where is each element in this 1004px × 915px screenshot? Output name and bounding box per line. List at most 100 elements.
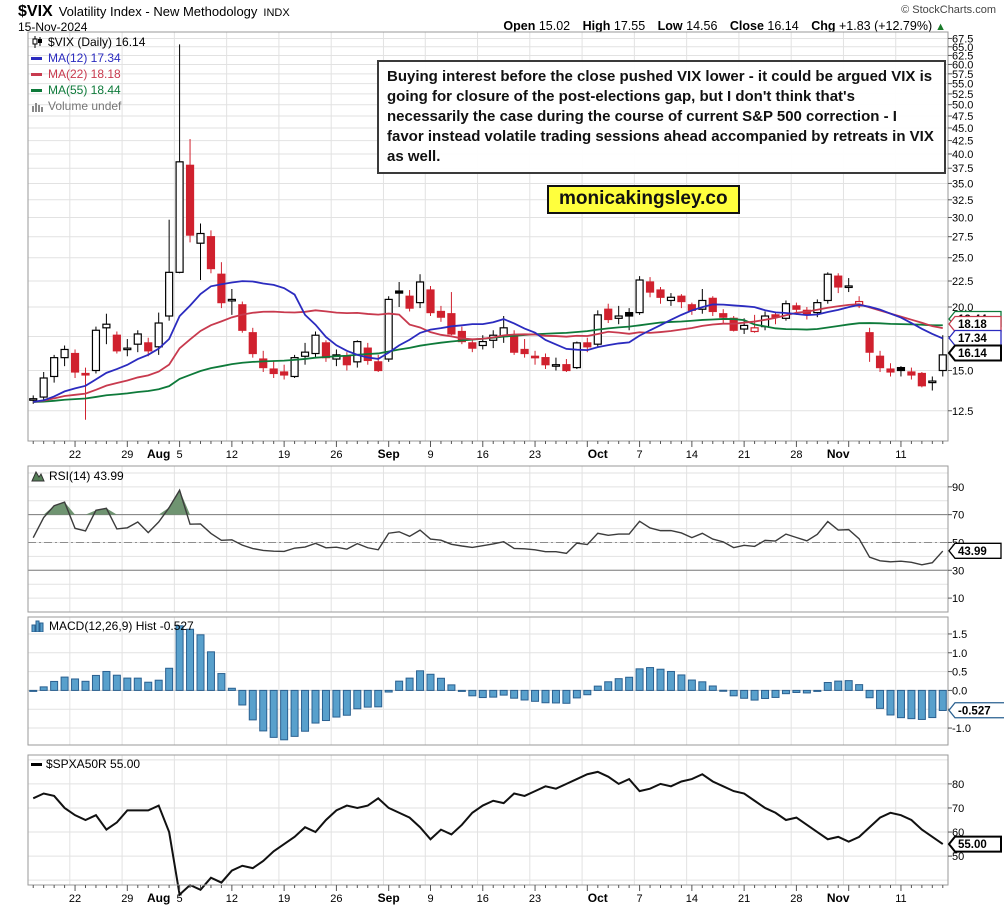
spxa50r-line-icon bbox=[31, 762, 42, 766]
svg-text:11: 11 bbox=[895, 449, 906, 461]
chart-header: $VIX Volatility Index - New Methodology IN… bbox=[18, 3, 290, 21]
svg-text:65.0: 65.0 bbox=[952, 42, 973, 54]
ma22-line-icon bbox=[31, 72, 45, 76]
svg-text:62.5: 62.5 bbox=[952, 50, 973, 62]
macd-legend-label: MACD(12,26,9) Hist -0.527 bbox=[49, 619, 194, 633]
svg-text:43.99: 43.99 bbox=[958, 546, 987, 558]
ma55-legend-label: MA(55) 18.44 bbox=[48, 83, 121, 97]
svg-text:-0.527: -0.527 bbox=[958, 705, 991, 717]
svg-text:30: 30 bbox=[952, 565, 964, 577]
svg-text:67.5: 67.5 bbox=[952, 33, 973, 45]
svg-text:15.0: 15.0 bbox=[952, 366, 973, 378]
svg-text:1.5: 1.5 bbox=[952, 629, 967, 641]
svg-text:7: 7 bbox=[637, 893, 643, 905]
ma55-line-icon bbox=[31, 88, 45, 92]
svg-text:10: 10 bbox=[952, 593, 964, 605]
high-value: 17.55 bbox=[613, 19, 646, 33]
macd-legend: MACD(12,26,9) Hist -0.527 bbox=[31, 619, 194, 633]
svg-text:70: 70 bbox=[952, 510, 964, 522]
svg-text:28: 28 bbox=[790, 449, 802, 461]
svg-text:Oct: Oct bbox=[588, 891, 608, 905]
svg-text:11: 11 bbox=[895, 893, 906, 905]
up-arrow-icon: ▲ bbox=[935, 21, 946, 33]
svg-text:30.0: 30.0 bbox=[952, 212, 973, 224]
svg-text:16: 16 bbox=[477, 893, 489, 905]
svg-text:55.0: 55.0 bbox=[952, 79, 973, 91]
page-title: Volatility Index - New Methodology bbox=[58, 4, 258, 19]
ma12-legend-label: MA(12) 17.34 bbox=[48, 51, 121, 65]
svg-text:5: 5 bbox=[177, 449, 183, 461]
analysis-annotation-box: Buying interest before the close pushed … bbox=[377, 60, 946, 175]
svg-text:Aug: Aug bbox=[147, 447, 170, 461]
svg-text:12.5: 12.5 bbox=[952, 406, 973, 418]
svg-text:40.0: 40.0 bbox=[952, 149, 973, 161]
low-value: 14.56 bbox=[686, 19, 718, 33]
svg-text:57.5: 57.5 bbox=[952, 69, 973, 81]
volume-legend-label: Volume undef bbox=[48, 99, 122, 113]
svg-text:Nov: Nov bbox=[827, 891, 850, 905]
svg-text:37.5: 37.5 bbox=[952, 163, 973, 175]
stockcharts-credit: © StockCharts.com bbox=[901, 4, 996, 16]
svg-text:16: 16 bbox=[477, 449, 489, 461]
svg-text:14: 14 bbox=[686, 893, 698, 905]
svg-text:29: 29 bbox=[121, 893, 133, 905]
chart-date: 15-Nov-2024 bbox=[18, 20, 88, 34]
svg-text:21: 21 bbox=[738, 893, 750, 905]
svg-text:50: 50 bbox=[952, 851, 964, 863]
spxa50r-legend-label: $SPXA50R 55.00 bbox=[46, 757, 141, 771]
open-label: Open bbox=[503, 19, 536, 33]
macd-panel: -1.0-0.50.00.51.01.5-0.527 bbox=[27, 616, 1004, 746]
svg-text:9: 9 bbox=[427, 893, 433, 905]
svg-text:45.0: 45.0 bbox=[952, 123, 973, 135]
svg-text:32.5: 32.5 bbox=[952, 195, 973, 207]
ma22-legend-row: MA(22) 18.18 bbox=[31, 66, 145, 82]
svg-text:12: 12 bbox=[226, 893, 238, 905]
low-label: Low bbox=[657, 19, 683, 33]
svg-text:14: 14 bbox=[686, 449, 698, 461]
macd-bars-icon bbox=[31, 620, 45, 632]
svg-text:50.0: 50.0 bbox=[952, 100, 973, 112]
svg-text:80: 80 bbox=[952, 779, 964, 791]
svg-text:26: 26 bbox=[330, 449, 342, 461]
x-axis-bottom: 22 29 5 12 19 26 9 16 23 7 14 21 28 11 Aug Sep Oct Nov bbox=[32, 885, 944, 905]
exchange-label: INDX bbox=[263, 7, 290, 19]
svg-text:23: 23 bbox=[529, 449, 541, 461]
svg-text:52.5: 52.5 bbox=[952, 89, 973, 101]
svg-text:22: 22 bbox=[69, 893, 81, 905]
svg-text:Sep: Sep bbox=[378, 447, 400, 461]
svg-text:1.0: 1.0 bbox=[952, 648, 967, 660]
volume-bars-icon bbox=[31, 101, 45, 112]
svg-text:90: 90 bbox=[952, 482, 964, 494]
svg-text:7: 7 bbox=[637, 449, 643, 461]
svg-text:26: 26 bbox=[330, 893, 342, 905]
ma12-line-icon bbox=[31, 56, 45, 60]
main-panel-legend: $VIX (Daily) 16.14 MA(12) 17.34 MA(22) 1… bbox=[31, 34, 145, 114]
candlestick-chart-icon bbox=[31, 36, 45, 48]
svg-text:Oct: Oct bbox=[588, 447, 608, 461]
svg-text:28: 28 bbox=[790, 893, 802, 905]
svg-text:17.34: 17.34 bbox=[958, 333, 987, 345]
close-value: 16.14 bbox=[767, 19, 799, 33]
svg-text:19: 19 bbox=[278, 893, 290, 905]
svg-text:Nov: Nov bbox=[827, 447, 850, 461]
high-label: High bbox=[582, 19, 611, 33]
svg-text:27.5: 27.5 bbox=[952, 232, 973, 244]
svg-text:0.5: 0.5 bbox=[952, 667, 967, 679]
svg-text:60.0: 60.0 bbox=[952, 59, 973, 71]
ma55-legend-row: MA(55) 18.44 bbox=[31, 82, 145, 98]
ohlc-quote-line: Open 15.02 High 17.55 Low 14.56 Close 16… bbox=[494, 19, 946, 33]
svg-text:23: 23 bbox=[529, 893, 541, 905]
watermark-link[interactable]: monicakingsley.co bbox=[547, 185, 740, 214]
svg-text:25.0: 25.0 bbox=[952, 253, 973, 265]
svg-text:21: 21 bbox=[738, 449, 750, 461]
svg-text:29: 29 bbox=[121, 449, 133, 461]
svg-text:-1.0: -1.0 bbox=[952, 723, 971, 735]
svg-text:12: 12 bbox=[226, 449, 238, 461]
svg-text:22.5: 22.5 bbox=[952, 276, 973, 288]
svg-text:22: 22 bbox=[69, 449, 81, 461]
svg-text:9: 9 bbox=[427, 449, 433, 461]
svg-text:0.0: 0.0 bbox=[952, 685, 967, 697]
chg-label: Chg bbox=[811, 19, 836, 33]
spxa50r-legend: $SPXA50R 55.00 bbox=[31, 757, 140, 771]
